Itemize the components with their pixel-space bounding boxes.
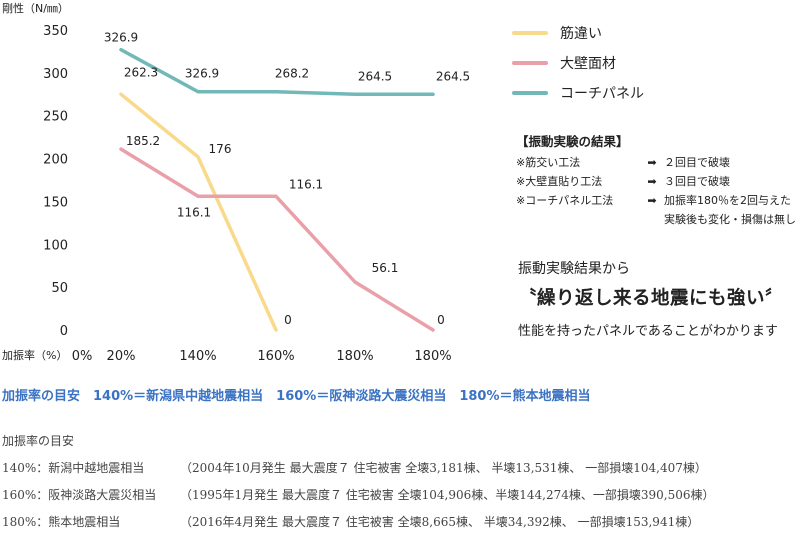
chart-legend: 筋違い 大壁面材 コーチパネル bbox=[512, 18, 644, 108]
experiment-results: 【振動実験の結果】 ※筋交い工法 ➡ ２回目で破壊 ※大壁直貼り工法 ➡ ３回目… bbox=[516, 132, 796, 229]
data-labels: 262.3 176 0 185.2 116.1 116.1 56.1 0 326.9 326.9 2… bbox=[104, 31, 470, 327]
stiffness-chart: 剛性（N/㎜） 0 50 100 150 200 250 300 350 262.3 176 0 1… bbox=[2, 1, 470, 364]
summary-headline: 〝繰り返し来る地震にも強い〞 bbox=[518, 288, 785, 309]
note-row: 160%：阪神淡路大震災相当 （1995年1月発生 最大震度７ 住宅被害 全壊1… bbox=[2, 486, 715, 513]
summary-tail: 性能を持ったパネルであることがわかります bbox=[518, 324, 778, 339]
x-tick-label: 180% bbox=[336, 349, 373, 364]
results-title: 【振動実験の結果】 bbox=[516, 134, 629, 149]
data-label: 0 bbox=[437, 313, 445, 327]
intensity-notes: 加振率の目安 140%：新潟中越地震相当 （2004年10月発生 最大震度７ 住… bbox=[2, 432, 715, 540]
y-tick-label: 0 bbox=[60, 324, 68, 339]
result-outcome: ３回目で破壊 bbox=[664, 175, 730, 188]
data-label: 176 bbox=[209, 142, 232, 156]
result-method: ※大壁直貼り工法 bbox=[516, 175, 603, 188]
x-tick-label: 0% bbox=[72, 349, 93, 364]
result-outcome: 加振率180％を2回与えた bbox=[664, 194, 791, 207]
result-outcome: ２回目で破壊 bbox=[664, 156, 730, 169]
y-tick-label: 100 bbox=[43, 238, 68, 253]
note-row: 140%：新潟中越地震相当 （2004年10月発生 最大震度７ 住宅被害 全壊3… bbox=[2, 459, 715, 486]
y-tick-label: 150 bbox=[43, 195, 68, 210]
x-tick-label: 160% bbox=[257, 349, 294, 364]
note-detail: （2016年4月発生 最大震度７ 住宅被害 全壊8,665棟、 半壊34,392… bbox=[180, 515, 700, 529]
legend-label: 大壁面材 bbox=[560, 56, 616, 72]
data-label: 116.1 bbox=[177, 205, 211, 219]
y-tick-label: 200 bbox=[43, 153, 68, 168]
legend-swatch bbox=[512, 31, 548, 35]
note-label: 140%：新潟中越地震相当 bbox=[2, 461, 145, 475]
result-continuation: 実験後も変化・損傷は無し bbox=[664, 213, 796, 226]
note-detail: （2004年10月発生 最大震度７ 住宅被害 全壊3,181棟、 半壊13,53… bbox=[180, 461, 707, 475]
data-label: 326.9 bbox=[104, 31, 138, 45]
result-row: ※コーチパネル工法 ➡ 加振率180％を2回与えた bbox=[516, 191, 796, 210]
y-tick-label: 250 bbox=[43, 110, 68, 125]
arrow-right-icon: ➡ bbox=[647, 175, 657, 188]
legend-item-coach-panel: コーチパネル bbox=[512, 78, 644, 108]
y-tick-label: 50 bbox=[51, 281, 68, 296]
legend-label: 筋違い bbox=[560, 26, 602, 42]
legend-label: コーチパネル bbox=[560, 86, 644, 102]
summary-lead: 振動実験結果から bbox=[518, 261, 630, 277]
data-label: 116.1 bbox=[289, 177, 323, 191]
legend-item-okabe: 大壁面材 bbox=[512, 48, 644, 78]
data-label: 262.3 bbox=[124, 65, 158, 79]
legend-item-sujikai: 筋違い bbox=[512, 18, 644, 48]
data-label: 185.2 bbox=[126, 134, 160, 148]
series-lines bbox=[119, 47, 435, 332]
legend-swatch bbox=[512, 61, 548, 65]
result-row: ※大壁直貼り工法 ➡ ３回目で破壊 bbox=[516, 172, 796, 191]
intensity-guide-title: 加振率の目安 140%＝新潟県中越地震相当 160%＝阪神淡路大震災相当 180… bbox=[2, 389, 591, 404]
notes-heading: 加振率の目安 bbox=[2, 434, 75, 448]
x-tick-label: 180% bbox=[414, 349, 451, 364]
y-axis-ticks: 0 50 100 150 200 250 300 350 bbox=[43, 24, 68, 339]
legend-swatch bbox=[512, 91, 548, 95]
x-axis-ticks: 0% 20% 140% 160% 180% 180% bbox=[72, 349, 452, 364]
note-label: 180%：熊本地震相当 bbox=[2, 515, 121, 529]
x-tick-label: 140% bbox=[179, 349, 216, 364]
arrow-right-icon: ➡ bbox=[647, 156, 657, 169]
x-tick-label: 20% bbox=[107, 349, 136, 364]
note-detail: （1995年1月発生 最大震度７ 住宅被害 全壊104,906棟、半壊144,2… bbox=[180, 488, 715, 502]
data-label: 56.1 bbox=[372, 261, 399, 275]
arrow-right-icon: ➡ bbox=[647, 194, 657, 207]
result-row: ※筋交い工法 ➡ ２回目で破壊 bbox=[516, 153, 796, 172]
note-row: 180%：熊本地震相当 （2016年4月発生 最大震度７ 住宅被害 全壊8,66… bbox=[2, 513, 715, 540]
data-label: 264.5 bbox=[358, 69, 392, 83]
series-line-1 bbox=[119, 147, 435, 332]
y-tick-label: 350 bbox=[43, 24, 68, 39]
data-label: 268.2 bbox=[275, 67, 309, 81]
series-line-2 bbox=[119, 47, 435, 97]
data-label: 0 bbox=[284, 313, 292, 327]
data-label: 326.9 bbox=[185, 67, 219, 81]
data-label: 264.5 bbox=[436, 69, 470, 83]
y-tick-label: 300 bbox=[43, 67, 68, 82]
summary: 振動実験結果から 〝繰り返し来る地震にも強い〞 性能を持ったパネルであることがわ… bbox=[518, 258, 784, 339]
result-method: ※筋交い工法 bbox=[516, 156, 581, 169]
note-label: 160%：阪神淡路大震災相当 bbox=[2, 488, 157, 502]
x-axis-label: 加振率（%） bbox=[2, 348, 67, 362]
y-axis-label: 剛性（N/㎜） bbox=[2, 1, 69, 15]
result-method: ※コーチパネル工法 bbox=[516, 194, 614, 207]
series-line-0 bbox=[119, 92, 278, 332]
